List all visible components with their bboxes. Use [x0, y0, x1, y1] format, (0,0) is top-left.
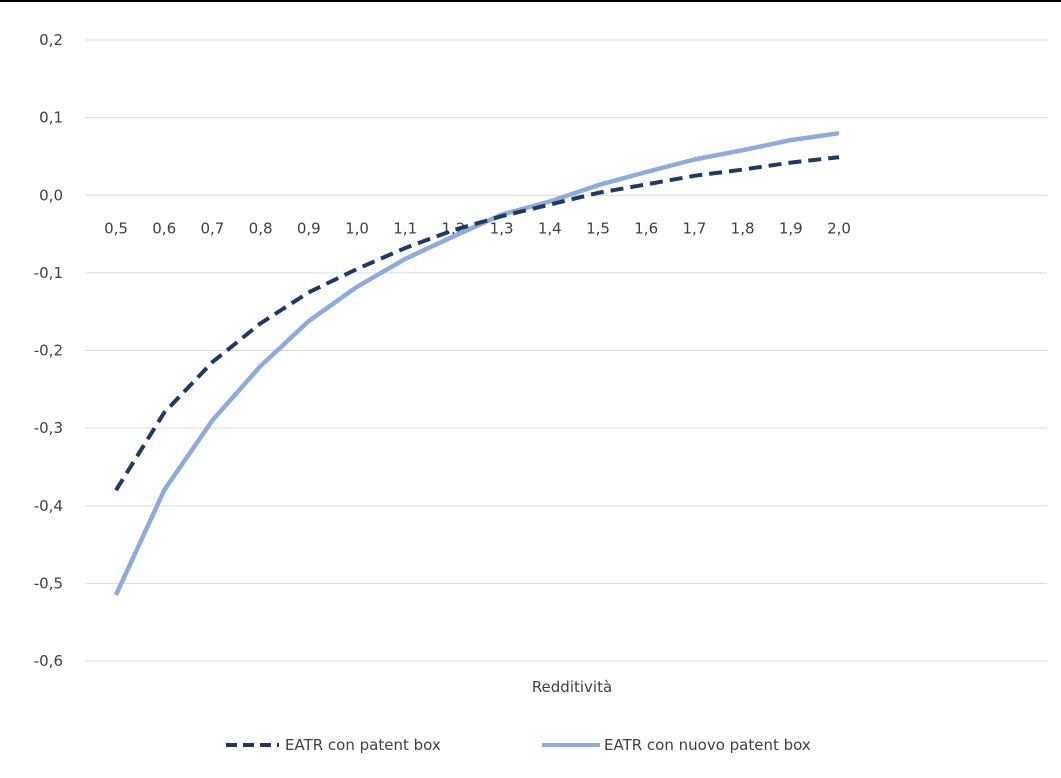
y-tick-label: -0,3 [34, 419, 63, 437]
legend: EATR con patent box EATR con nuovo patent… [226, 736, 811, 754]
x-tick-label: 1,3 [490, 219, 514, 237]
series-lines [113, 130, 840, 596]
x-tick-label: 0,9 [297, 219, 321, 237]
x-tick-label: 1,1 [393, 219, 417, 237]
y-tick-label: -0,4 [34, 497, 63, 515]
y-tick-label: -0,5 [34, 574, 63, 592]
x-axis-label: Redditività [532, 678, 612, 696]
legend-label: EATR con nuovo patent box [604, 736, 811, 754]
x-tick-label: 0,5 [104, 219, 128, 237]
y-tick-label: -0,1 [34, 264, 63, 282]
y-tick-label: -0,6 [34, 652, 63, 670]
x-tick-label: 0,6 [152, 219, 176, 237]
x-tick-label: 0,7 [200, 219, 224, 237]
x-tick-label: 1,9 [779, 219, 803, 237]
x-tick-label: 1,7 [682, 219, 706, 237]
x-tick-label: 1,0 [345, 219, 369, 237]
x-tick-label: 1,5 [586, 219, 610, 237]
series-line-eatr-nuovo-patent-box [113, 130, 840, 596]
x-tick-label: 1,6 [634, 219, 658, 237]
legend-label: EATR con patent box [285, 736, 441, 754]
y-tick-label: 0,0 [39, 186, 63, 204]
y-axis-ticks: 0,2 0,1 0,0 -0,1 -0,2 -0,3 -0,4 -0,5 -0,6 [34, 31, 63, 670]
y-tick-label: -0,2 [34, 342, 63, 360]
x-tick-label: 2,0 [827, 219, 851, 237]
x-tick-label: 0,8 [249, 219, 273, 237]
gridlines [85, 39, 1047, 662]
y-tick-label: 0,2 [39, 31, 63, 49]
series-line-eatr-patent-box [114, 155, 840, 492]
x-tick-label: 1,4 [538, 219, 562, 237]
y-tick-label: 0,1 [39, 109, 63, 127]
x-tick-label: 1,8 [731, 219, 755, 237]
